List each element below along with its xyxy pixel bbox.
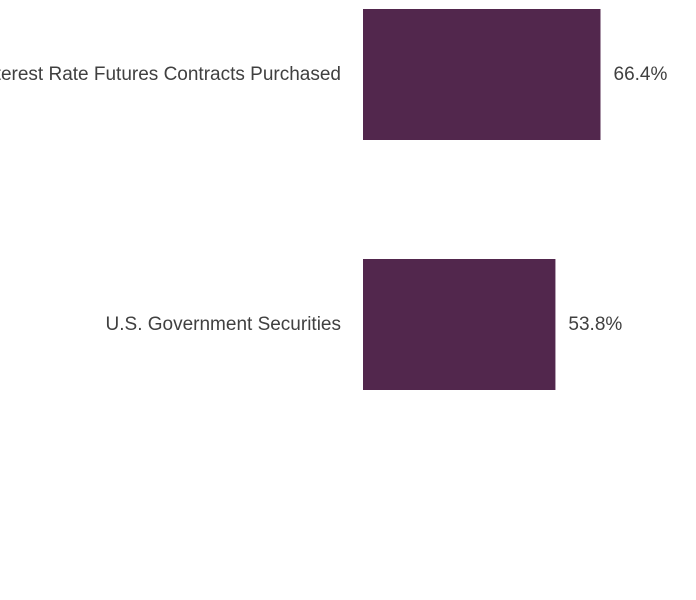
bar bbox=[363, 9, 601, 140]
value-labels-group: 66.4% 53.8% bbox=[568, 64, 667, 335]
category-labels-group: Interest Rate Futures Contracts Purchase… bbox=[0, 64, 341, 335]
bars-group bbox=[363, 9, 601, 390]
category-label: Interest Rate Futures Contracts Purchase… bbox=[0, 64, 341, 85]
bar bbox=[363, 259, 556, 390]
category-label: U.S. Government Securities bbox=[106, 314, 341, 335]
value-label: 66.4% bbox=[614, 64, 668, 85]
value-label: 53.8% bbox=[568, 314, 622, 335]
